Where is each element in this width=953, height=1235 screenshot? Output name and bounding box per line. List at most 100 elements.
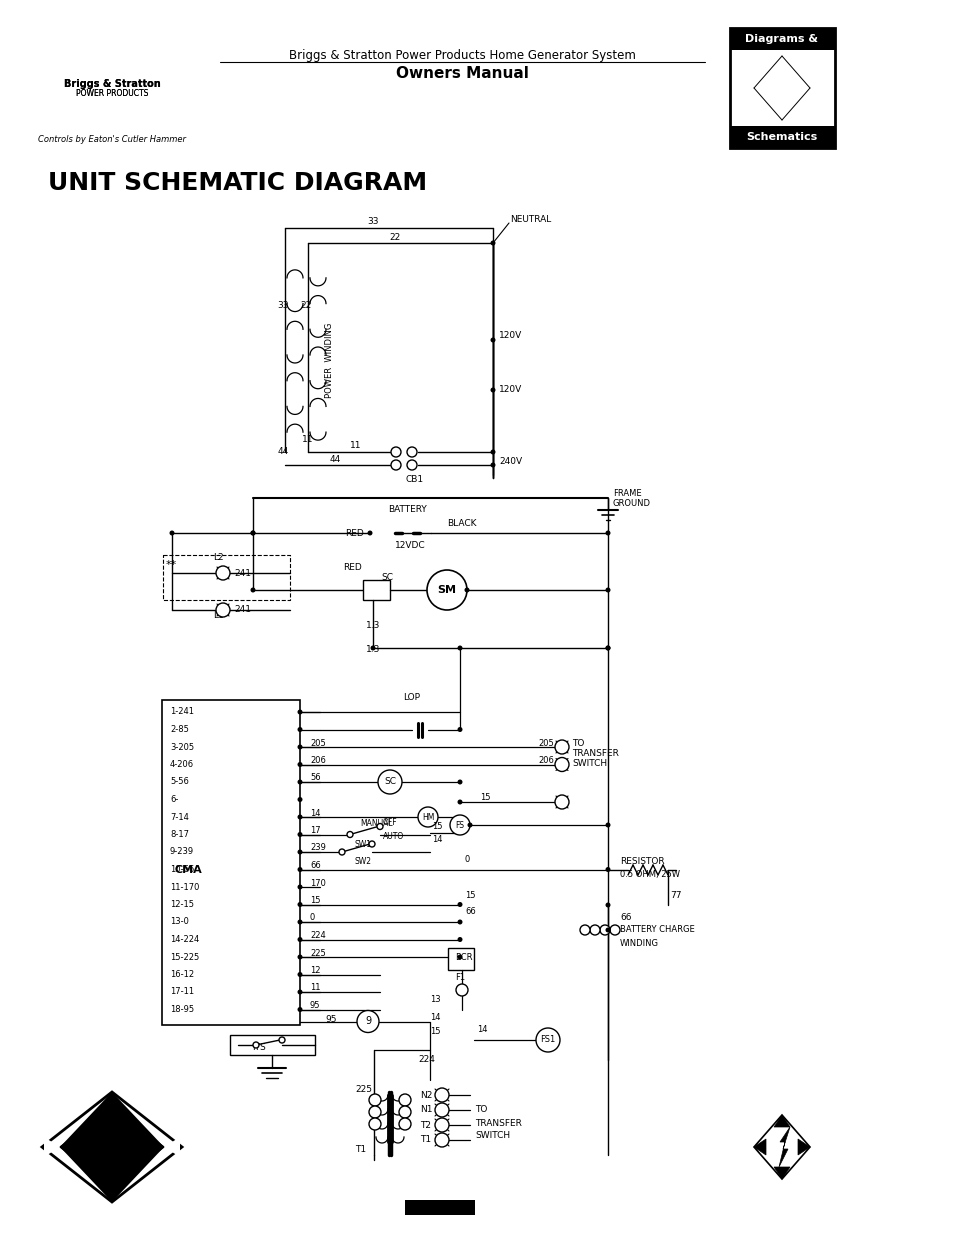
Text: 77: 77	[669, 890, 680, 899]
Text: 14-224: 14-224	[170, 935, 199, 944]
Text: 95: 95	[325, 1015, 336, 1024]
Text: 9: 9	[365, 1016, 371, 1026]
Circle shape	[407, 447, 416, 457]
Text: 225: 225	[310, 948, 325, 957]
Bar	[448, 948, 474, 969]
Circle shape	[605, 927, 610, 932]
Bar	[729, 126, 834, 148]
Circle shape	[490, 462, 495, 468]
Circle shape	[356, 1010, 378, 1032]
Text: 13-0: 13-0	[170, 918, 189, 926]
Circle shape	[457, 779, 462, 784]
Circle shape	[490, 337, 495, 342]
Text: 11: 11	[310, 983, 320, 993]
Text: SC: SC	[380, 573, 393, 583]
Text: SW2: SW2	[355, 857, 372, 867]
Circle shape	[599, 925, 609, 935]
Text: 206: 206	[537, 756, 554, 764]
Circle shape	[215, 566, 230, 580]
Text: **: **	[166, 559, 177, 571]
Text: SW1: SW1	[355, 840, 372, 848]
Text: 5-56: 5-56	[170, 778, 189, 787]
Text: TRANSFER: TRANSFER	[475, 1119, 521, 1128]
Text: 6-: 6-	[170, 795, 178, 804]
Text: TO: TO	[572, 740, 584, 748]
Text: 224: 224	[417, 1056, 435, 1065]
Bar	[363, 580, 390, 600]
Text: 15: 15	[432, 823, 442, 831]
Text: L1: L1	[213, 610, 224, 620]
Polygon shape	[60, 1107, 164, 1187]
Circle shape	[490, 241, 495, 246]
Text: BATTERY CHARGE: BATTERY CHARGE	[619, 925, 694, 935]
Text: 16-12: 16-12	[170, 969, 193, 979]
Text: 44: 44	[277, 447, 289, 457]
Circle shape	[579, 925, 589, 935]
Text: 241: 241	[233, 605, 251, 615]
Polygon shape	[797, 1139, 809, 1155]
Text: OFF: OFF	[382, 818, 397, 827]
Text: FRAME: FRAME	[613, 489, 641, 499]
Text: 22: 22	[299, 300, 311, 310]
Text: WINDING: WINDING	[619, 939, 659, 947]
Text: RESISTOR: RESISTOR	[619, 857, 664, 867]
Circle shape	[555, 795, 568, 809]
Circle shape	[435, 1088, 449, 1102]
Text: AUTO: AUTO	[382, 832, 404, 841]
Circle shape	[427, 571, 467, 610]
Circle shape	[369, 1118, 380, 1130]
Circle shape	[464, 588, 469, 593]
Circle shape	[605, 646, 610, 651]
Text: 240V: 240V	[498, 457, 521, 467]
Circle shape	[398, 1107, 411, 1118]
Text: 14: 14	[476, 1025, 487, 1035]
Text: 4-206: 4-206	[170, 760, 193, 769]
Circle shape	[391, 459, 400, 471]
Text: 11: 11	[302, 436, 314, 445]
Text: CB1: CB1	[406, 475, 424, 484]
Text: 44: 44	[330, 456, 341, 464]
Text: 15: 15	[479, 794, 490, 803]
Circle shape	[398, 1094, 411, 1107]
Circle shape	[297, 762, 302, 767]
Text: BCR: BCR	[455, 953, 472, 962]
Circle shape	[297, 727, 302, 732]
Text: 66: 66	[310, 861, 320, 869]
Text: 8-17: 8-17	[170, 830, 189, 839]
Circle shape	[457, 902, 462, 906]
Text: HM: HM	[421, 813, 434, 821]
Text: 12VDC: 12VDC	[395, 541, 425, 550]
Text: UNIT SCHEMATIC DIAGRAM: UNIT SCHEMATIC DIAGRAM	[48, 170, 427, 195]
Text: 2-85: 2-85	[170, 725, 189, 734]
Circle shape	[251, 531, 255, 536]
Text: 0.5 OHM, 25W: 0.5 OHM, 25W	[619, 869, 679, 878]
Circle shape	[605, 531, 610, 536]
Text: 206: 206	[310, 756, 326, 764]
Text: SC: SC	[384, 778, 395, 787]
Text: 18-95: 18-95	[170, 1005, 193, 1014]
Text: LOP: LOP	[402, 694, 419, 703]
Text: 12-15: 12-15	[170, 900, 193, 909]
Circle shape	[407, 459, 416, 471]
Text: 15-225: 15-225	[170, 952, 199, 962]
Text: 13: 13	[430, 995, 440, 1004]
Circle shape	[297, 850, 302, 855]
Text: Diagrams &: Diagrams &	[744, 35, 818, 44]
Text: 11-170: 11-170	[170, 883, 199, 892]
Circle shape	[589, 925, 599, 935]
Text: TO: TO	[475, 1105, 487, 1114]
Text: BLACK: BLACK	[447, 519, 476, 527]
Text: 15: 15	[310, 897, 320, 905]
Text: FS: FS	[455, 820, 464, 830]
Circle shape	[457, 646, 462, 651]
Text: 170: 170	[310, 878, 326, 888]
Circle shape	[457, 955, 462, 960]
Circle shape	[170, 531, 174, 536]
Text: 0: 0	[464, 856, 470, 864]
Circle shape	[391, 447, 400, 457]
Polygon shape	[779, 1128, 789, 1167]
Circle shape	[297, 709, 302, 715]
Circle shape	[536, 1028, 559, 1052]
Text: RED: RED	[343, 562, 361, 572]
Circle shape	[369, 1094, 380, 1107]
